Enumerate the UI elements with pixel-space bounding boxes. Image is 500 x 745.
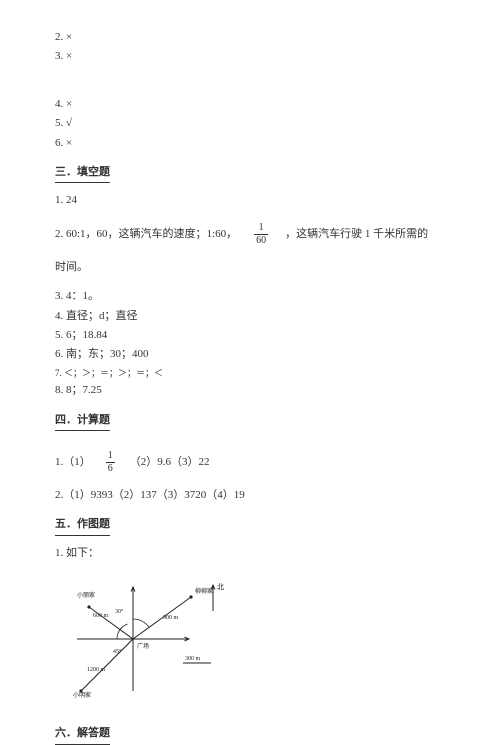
direction-diagram: 北广场 小丽家 600 m 柳柳家 900 m 小明家 1200 m 30° 45° 300 m [55, 569, 235, 704]
svg-text:小明家: 小明家 [73, 691, 91, 699]
svg-text:柳柳家: 柳柳家 [195, 587, 213, 595]
s3-a8: 8. 8；7.25 [55, 383, 445, 398]
s3-a2-post: ，这辆汽车行驶 1 千米所需的 [285, 227, 428, 242]
tf-answer-2: 2. × [55, 30, 445, 45]
s3-a7: 7. ＜；＞；＝；＞；＝；＜ [55, 367, 445, 380]
s3-a2-line1: 2. 60:1，60，这辆汽车的速度；1:60， 1 60 ，这辆汽车行驶 1 … [55, 223, 445, 246]
tf-answer-6: 6. × [55, 136, 445, 151]
section-4-title: 四．计算题 [55, 413, 445, 431]
s3-a6: 6. 南；东；30；400 [55, 347, 445, 362]
section-5-title: 五．作图题 [55, 517, 445, 535]
svg-text:广场: 广场 [137, 642, 149, 650]
s4-a1: 1.（1） 1 6 （2）9.6（3）22 [55, 451, 445, 474]
s5-a1: 1. 如下： [55, 546, 445, 561]
tf-answer-3: 3. × [55, 49, 445, 64]
s4-a1-pre: 1.（1） [55, 455, 91, 470]
s3-a4: 4. 直径；d；直径 [55, 309, 445, 324]
tf-answer-5: 5. √ [55, 116, 445, 131]
svg-text:900 m: 900 m [163, 615, 179, 621]
s3-a2-pre: 2. 60:1，60，这辆汽车的速度；1:60， [55, 227, 237, 242]
section-3-title: 三．填空题 [55, 165, 445, 183]
s4-a2: 2.（1）9393（2）137（3）3720（4）19 [55, 488, 445, 503]
svg-text:30°: 30° [115, 608, 124, 615]
svg-text:北: 北 [217, 583, 224, 591]
s3-a1: 1. 24 [55, 193, 445, 208]
s3-a5: 5. 6；18.84 [55, 328, 445, 343]
s3-a2-line2: 时间。 [55, 260, 445, 275]
svg-text:45°: 45° [113, 648, 122, 655]
tf-answer-4: 4. × [55, 97, 445, 112]
fraction-1-60: 1 60 [254, 223, 268, 246]
section-6-title: 六．解答题 [55, 726, 445, 744]
s3-a3: 3. 4：1。 [55, 289, 445, 304]
s4-a1-post: （2）9.6（3）22 [130, 455, 210, 470]
svg-text:300 m: 300 m [185, 656, 201, 662]
svg-text:1200 m: 1200 m [87, 667, 106, 673]
fraction-1-6: 1 6 [106, 451, 115, 474]
svg-text:600 m: 600 m [93, 613, 109, 619]
svg-text:小丽家: 小丽家 [77, 591, 95, 599]
diagram-container: 北广场 小丽家 600 m 柳柳家 900 m 小明家 1200 m 30° 45° 300 m [55, 569, 445, 704]
